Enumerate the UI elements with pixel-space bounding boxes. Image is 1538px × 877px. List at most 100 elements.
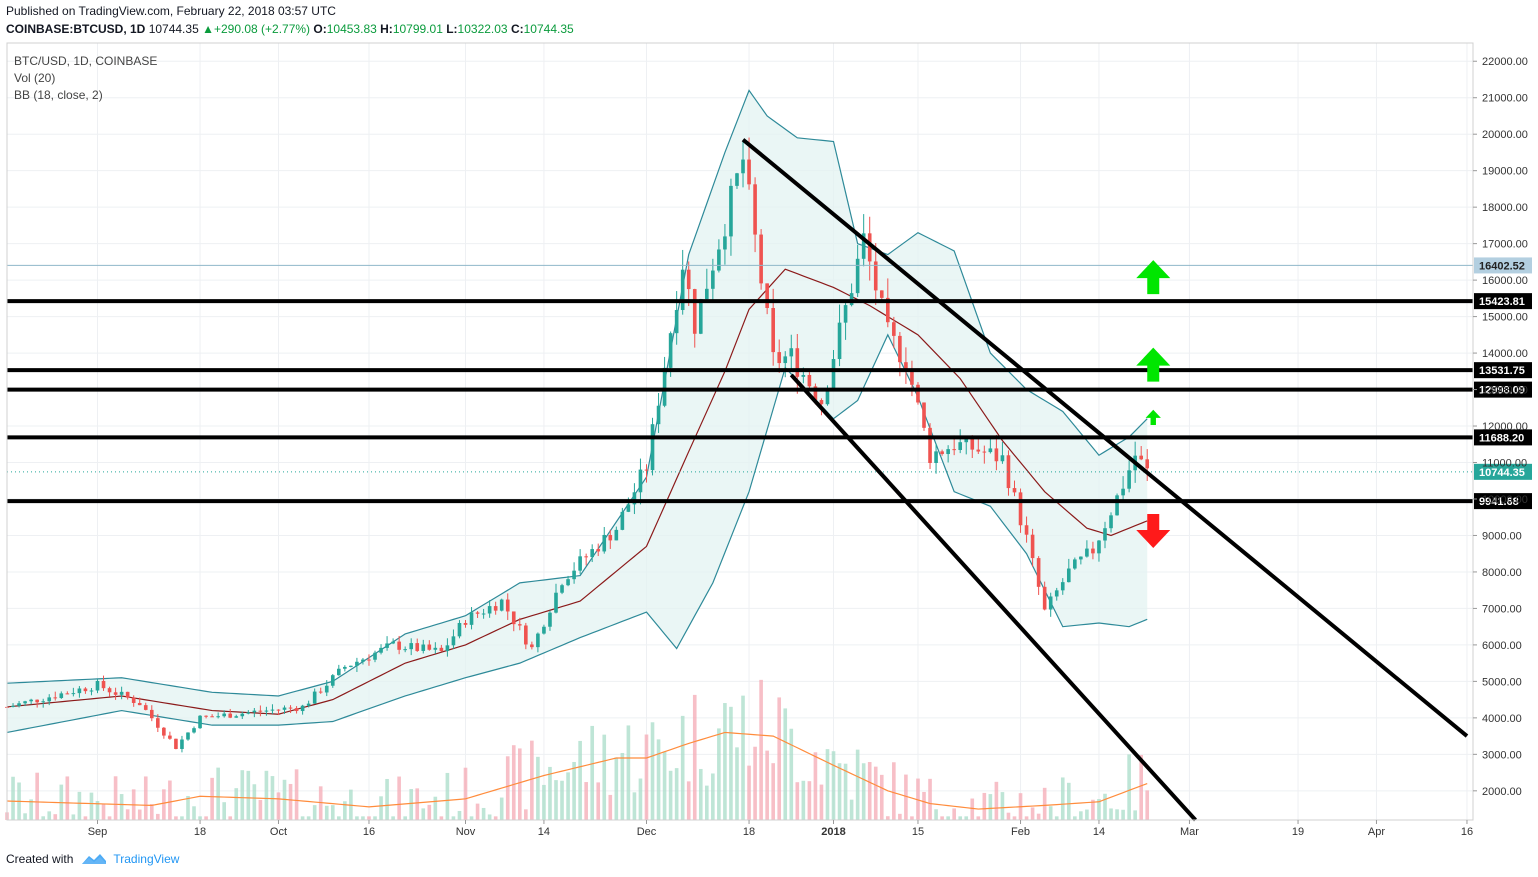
candle-body xyxy=(131,697,136,703)
volume-bar xyxy=(1012,816,1017,820)
volume-bar xyxy=(536,756,540,820)
volume-bar xyxy=(626,725,631,820)
candle-body xyxy=(143,705,148,710)
candle-body xyxy=(650,424,655,471)
volume-bar xyxy=(113,776,118,820)
y-tick-label: 11000.00 xyxy=(1482,458,1527,470)
tradingview-logo-icon xyxy=(82,854,107,864)
volume-bar xyxy=(264,770,269,820)
volume-bar xyxy=(783,708,788,820)
volume-bar xyxy=(1091,799,1095,820)
y-tick-label: 7000.00 xyxy=(1482,603,1522,615)
volume-bar xyxy=(590,725,595,820)
volume-bar xyxy=(403,816,407,820)
candle-body xyxy=(1060,582,1065,591)
candle-body xyxy=(982,451,987,453)
candle-body xyxy=(680,269,685,311)
candle-body xyxy=(1103,528,1107,541)
tradingview-link[interactable]: TradingView xyxy=(113,852,180,866)
published-info: Published on TradingView.com, February 2… xyxy=(6,4,336,18)
trend-lines[interactable] xyxy=(741,138,1469,822)
volume-bar xyxy=(174,816,178,820)
candle-body xyxy=(35,699,39,703)
volume-bar xyxy=(542,784,546,820)
candle-body xyxy=(101,680,106,689)
volume-bar xyxy=(162,789,166,820)
legend-symbol: BTC/USD, 1D, COINBASE xyxy=(14,54,157,68)
volume-bar xyxy=(831,751,836,820)
candle-body xyxy=(536,633,540,648)
legend-volume: Vol (20) xyxy=(14,71,55,85)
bollinger-upper xyxy=(6,89,1148,697)
candle-body xyxy=(1115,495,1119,516)
volume-bar xyxy=(662,751,667,820)
volume-bar xyxy=(1060,777,1065,820)
volume-bar xyxy=(29,799,33,820)
volume-bar xyxy=(1073,816,1077,820)
candle-body xyxy=(379,647,383,653)
candle-body xyxy=(771,308,775,353)
volume-bar xyxy=(198,816,202,820)
y-tick-label: 13000.00 xyxy=(1482,385,1528,397)
candle-body xyxy=(825,388,830,405)
volume-bar xyxy=(487,814,492,820)
candle-body xyxy=(928,427,932,463)
volume-bar xyxy=(41,816,46,820)
volume-bar xyxy=(11,776,15,820)
volume-bar xyxy=(210,777,214,820)
candle-body xyxy=(692,289,697,334)
volume-bar xyxy=(361,816,365,820)
x-tick-label: 14 xyxy=(538,826,550,838)
volume-bar xyxy=(813,752,818,820)
candle-body xyxy=(493,606,498,611)
symbol-label[interactable]: COINBASE:BTCUSD, 1D xyxy=(6,22,146,36)
change-value: ▲+290.08 (+2.77%) xyxy=(202,22,311,36)
y-tick-label: 12000.00 xyxy=(1482,421,1528,433)
volume-bar xyxy=(964,816,969,820)
volume-bar xyxy=(246,770,251,820)
volume-bar xyxy=(686,781,691,820)
volume-bar xyxy=(879,774,884,820)
volume-bar xyxy=(511,745,516,820)
volume-bar xyxy=(222,802,226,820)
candle-body xyxy=(469,612,474,625)
volume-bar xyxy=(801,780,806,820)
candle-body xyxy=(1030,534,1035,559)
candle-body xyxy=(349,665,353,667)
volume-bar xyxy=(499,797,504,820)
plot-frame xyxy=(6,42,1474,821)
volume-bar xyxy=(934,809,938,820)
volume-bar xyxy=(415,788,420,820)
candle-body xyxy=(270,709,275,711)
candle-body xyxy=(475,612,480,614)
candle-body xyxy=(644,469,649,471)
y-tick-label: 8000.00 xyxy=(1482,567,1522,579)
candle-body xyxy=(946,449,950,455)
candle-body xyxy=(457,622,462,637)
y-tick-label: 3000.00 xyxy=(1482,749,1522,761)
trend-line xyxy=(789,373,1197,822)
volume-bar xyxy=(680,715,685,820)
volume-bar xyxy=(608,794,613,820)
candle-body xyxy=(554,592,558,613)
candle-body xyxy=(1091,548,1095,554)
volume-bar xyxy=(137,809,142,820)
volume-bar xyxy=(1097,799,1101,820)
horizontal-levels[interactable]: 16402.52 10744.35 15423.81 13531.75 12998.09… xyxy=(7,257,1532,510)
x-tick-label: Feb xyxy=(1011,826,1030,838)
candle-body xyxy=(711,270,715,289)
candle-body xyxy=(41,701,46,703)
candle-body xyxy=(240,713,245,717)
y-tick-label: 17000.00 xyxy=(1482,239,1528,251)
volume-bar xyxy=(578,740,582,820)
candle-body xyxy=(367,659,371,661)
candle-body xyxy=(300,705,305,712)
candle-body xyxy=(355,661,359,666)
volume-bar xyxy=(698,768,703,820)
candle-body xyxy=(590,549,595,558)
candle-body xyxy=(23,701,27,704)
arrow-up-icon xyxy=(1145,409,1161,426)
candle-body xyxy=(1054,590,1059,597)
annotation-arrows[interactable] xyxy=(1136,260,1171,548)
